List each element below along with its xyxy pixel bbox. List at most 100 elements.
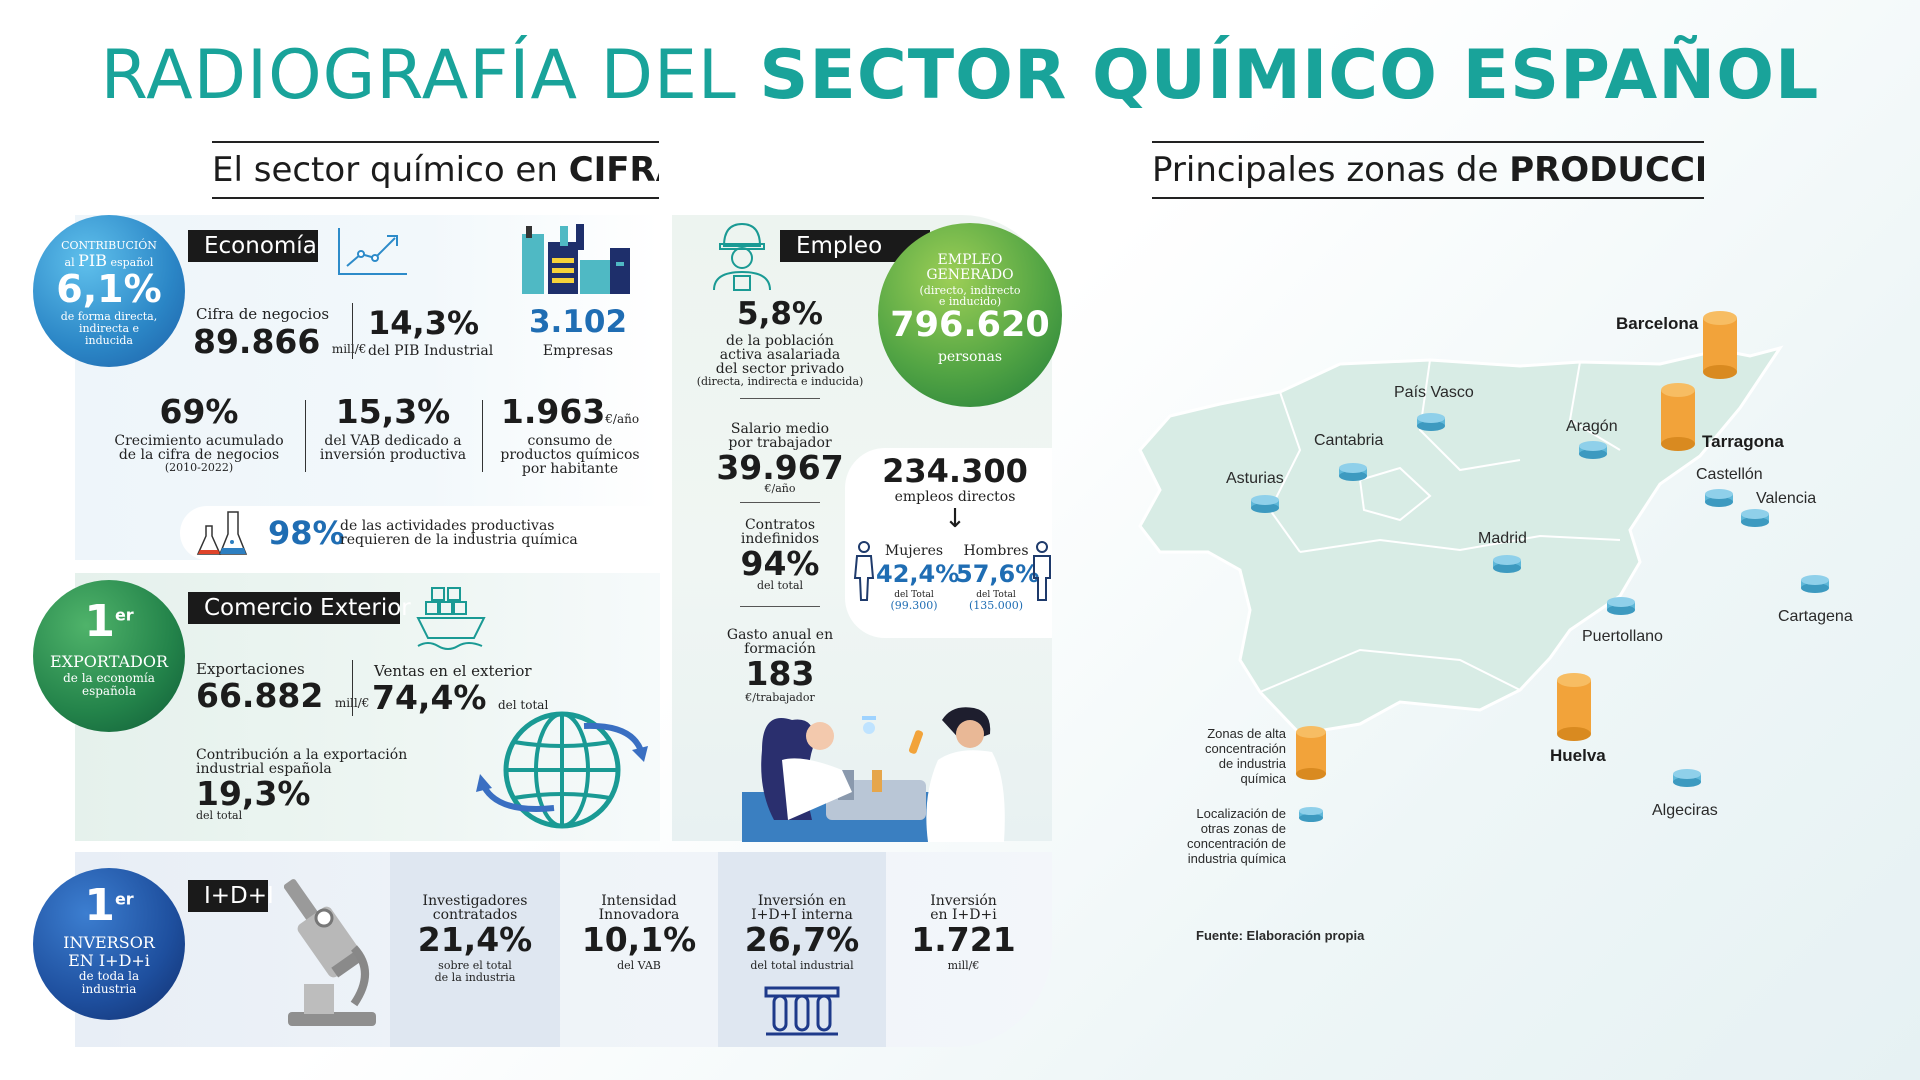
madrid-marker-icon [1493,555,1521,573]
gasto-unit: €/trabajador [745,691,815,704]
actividades-value: 98% [268,514,345,552]
pib-circle-line1: CONTRIBUCIÓN [61,239,157,252]
empleo-sep-1 [740,398,820,399]
hombres-label: Hombres [963,543,1029,559]
tarragona-cylinder-icon [1661,383,1695,451]
consumo-value: 1.963€/año [500,392,640,431]
comercio-label: Comercio Exterior [188,592,411,624]
directos-value: 234.300 [882,452,1028,490]
gasto-desc: Gasto anual en formación [726,627,834,657]
legend-high-text: Zonas de alta concentración de industria qu… [1205,726,1286,786]
idi-label: I+D+I [188,880,274,912]
intensidad-unit: del VAB [617,959,661,972]
left-heading-bold: CIFRAS [568,150,659,190]
investigadores-value: 21,4% [417,920,533,959]
investigadores-desc: Investigadores contratados [422,893,528,923]
mujeres-sub: del Total (99.300) [890,590,938,612]
mujeres-value: 42,4% [876,560,960,588]
microscope-icon [284,879,376,1026]
right-heading-bold: PRODUCCIÓN [1509,150,1704,190]
exportador-circle: 1er EXPORTADOR de la economía española [33,580,185,732]
mujeres-label: Mujeres [884,543,944,559]
salario-unit: €/año [764,482,796,495]
map-label-madrid: Madrid [1478,530,1527,547]
crecimiento-value: 69% [159,392,239,431]
hombres-sub: del Total (135.000) [968,590,1024,612]
inversion-value: 1.721 [911,920,1016,959]
title-part1: RADIOGRAFÍA DEL [100,36,760,115]
actividades-box [180,506,660,560]
title-part2: SECTOR QUÍMICO ESPAÑOL [759,36,1820,115]
main-title: RADIOGRAFÍA DEL SECTOR QUÍMICO ESPAÑOL [0,36,1920,115]
crecimiento-desc: Crecimiento acumulado de la cifra de nego… [114,433,284,474]
right-heading-normal: Principales zonas de [1152,150,1510,190]
contribucion-value: 19,3% [196,774,311,813]
scientists-illustration [742,707,1005,842]
salario-value: 39.967 [716,448,844,487]
map-label-huelva: Huelva [1550,746,1606,765]
factory-icon [522,224,630,294]
map-label-puertollano: Puertollano [1582,628,1663,645]
flasks-icon [196,511,248,555]
asturias-marker-icon [1251,495,1279,513]
pib-circle-value: 6,1% [56,267,162,311]
empleo-sep-3 [740,606,820,607]
valencia-marker-icon [1741,509,1769,527]
empleos-directos-box [845,448,1052,638]
inversion-interna-desc: Inversión en I+D+I interna [751,893,853,923]
pib-circle: CONTRIBUCIÓN al PIB español 6,1% de form… [33,215,185,367]
eco-divider-3 [482,400,483,472]
left-section-heading: El sector químico en CIFRAS [212,141,659,199]
pib-circle-desc: de forma directa, indirecta e inducida [60,310,158,347]
puertollano-marker-icon [1607,597,1635,615]
actividades-desc: de las actividades productivas requieren … [340,518,578,548]
hombres-value: 57,6% [956,560,1040,588]
cartagena-marker-icon [1801,575,1829,593]
left-heading-normal: El sector químico en [212,150,569,190]
man-icon [1033,541,1051,601]
map-label-barcelona: Barcelona [1616,314,1699,333]
poblacion-desc: de la población activa asalariada del sect… [696,333,864,388]
worker-icon [713,222,771,291]
contribucion-desc: Contribución a la exportación industrial … [196,747,408,777]
right-section-heading: Principales zonas de PRODUCCIÓN [1152,141,1704,199]
legend-other-text: Localización de otras zonas de concentraci… [1186,806,1286,866]
contratos-unit: del total [756,579,804,592]
eco-divider-2 [305,400,306,472]
consumo-desc: consumo de productos químicos por habitant… [500,433,640,477]
empleo-generado-circle: EMPLEO GENERADO (directo, indirecto e indu… [878,223,1062,407]
contratos-desc: Contratos indefinidos [740,517,820,547]
globe-icon [476,711,648,829]
intensidad-desc: Intensidad Innovadora [598,893,680,923]
down-arrow-icon: ↓ [944,504,966,534]
map-label-pais-vasco: País Vasco [1394,384,1474,401]
gasto-value: 183 [745,654,815,693]
map-label-cartagena: Cartagena [1778,608,1853,625]
inversion-desc: Inversión en I+D+i [930,893,997,923]
inversion-unit: mill/€ [947,959,980,972]
map-label-castellon: Castellón [1696,466,1763,483]
map-label-tarragona: Tarragona [1702,432,1784,451]
barcelona-cylinder-icon [1703,311,1737,379]
contratos-value: 94% [740,544,820,583]
test-tubes-icon [764,986,840,1036]
map-label-valencia: Valencia [1756,490,1817,507]
inversion-interna-value: 26,7% [744,920,860,959]
eco-divider-1 [352,303,353,359]
pib-industrial-value: 14,3% [368,304,480,342]
inversion-interna-unit: del total industrial [750,959,854,972]
cifra-label: Cifra de negocios [196,305,330,323]
investigadores-unit: sobre el total de la industria [434,959,516,984]
inversor-circle: 1er INVERSOR EN I+D+i de toda la industria [33,868,185,1020]
exportaciones-label: Exportaciones [196,660,305,678]
map-label-cantabria: Cantabria [1314,432,1384,449]
pib-circle-line2: al PIB español [64,251,154,270]
cifra-value: 89.866 mill/€ [193,322,367,361]
legend-other-marker-icon [1299,807,1323,822]
ship-icon [416,587,486,650]
legend-high-cylinder-icon [1296,726,1326,780]
empresas-value: 3.102 [528,304,628,340]
vab-value: 15,3% [335,392,451,431]
algeciras-marker-icon [1673,769,1701,787]
cantabria-marker-icon [1339,463,1367,481]
